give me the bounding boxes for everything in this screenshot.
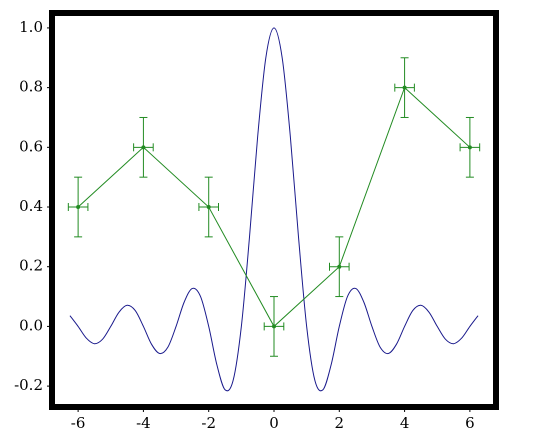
x-tick-label: 4: [400, 414, 410, 432]
x-tick-label: -2: [201, 414, 216, 432]
x-tick-label: 2: [335, 414, 345, 432]
y-tick-label: 0.2: [19, 257, 43, 275]
y-tick-label: 0.0: [19, 316, 43, 334]
point: [141, 145, 146, 150]
point: [76, 205, 81, 210]
x-tick-label: 0: [269, 414, 279, 432]
point: [337, 264, 342, 269]
y-tick-label: 0.4: [19, 197, 43, 215]
y-tick-label: 0.8: [19, 78, 43, 96]
plot-frame: [49, 10, 499, 410]
series-line: [77, 86, 471, 328]
y-tick-label: 1.0: [19, 18, 43, 36]
point: [467, 145, 472, 150]
point: [206, 205, 211, 210]
point: [402, 85, 407, 90]
x-tick-label: 6: [465, 414, 475, 432]
x-tick-label: -6: [71, 414, 86, 432]
curve: [69, 27, 479, 392]
y-tick-label: 0.6: [19, 137, 43, 155]
y-tick-label: -0.2: [14, 376, 43, 394]
point: [272, 324, 276, 329]
x-tick-label: -4: [136, 414, 151, 432]
